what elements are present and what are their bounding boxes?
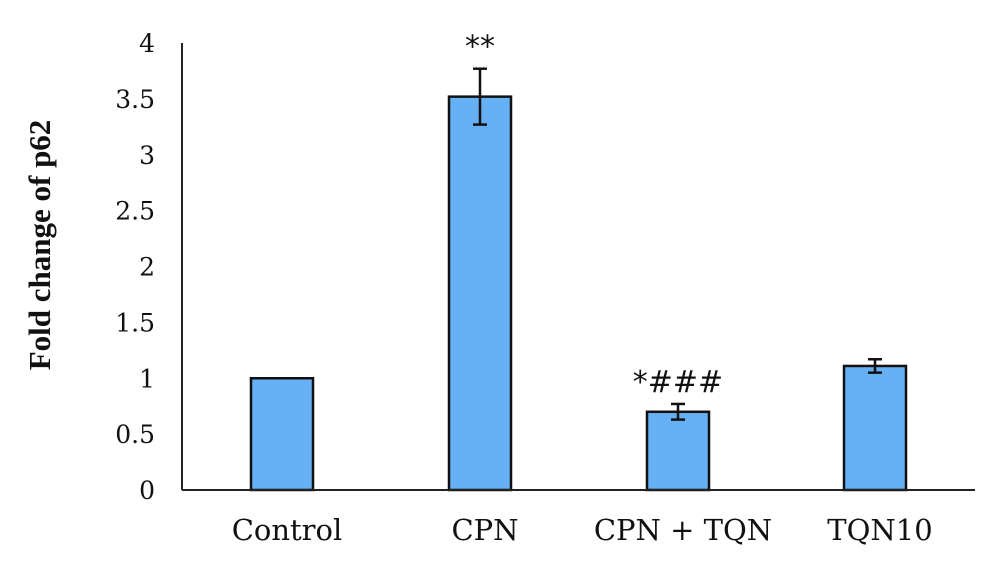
y-axis-title: Fold change of p62	[22, 120, 57, 371]
x-category-label: Control	[232, 513, 343, 547]
significance-label: *###	[633, 365, 723, 400]
x-category-label: TQN10	[827, 513, 932, 547]
x-category-label: CPN + TQN	[594, 513, 772, 547]
bar-tqn10	[842, 364, 908, 492]
y-tick-label: 1	[139, 364, 155, 393]
bars	[249, 95, 908, 492]
x-axis-category-labels: Control CPN CPN + TQN TQN10	[232, 513, 933, 547]
y-axis-tick-labels: 0 0.5 1 1.5 2 2.5 3 3.5 4	[115, 29, 155, 505]
y-tick-label: 3	[139, 141, 155, 170]
y-tick-label: 1.5	[115, 308, 155, 337]
x-category-label: CPN	[451, 513, 518, 547]
error-bars	[473, 67, 882, 421]
significance-annotations: ** *###	[465, 30, 723, 400]
y-tick-label: 4	[139, 29, 155, 58]
significance-label: **	[465, 30, 495, 65]
y-tick-label: 2.5	[115, 197, 155, 226]
y-tick-label: 0.5	[115, 420, 155, 449]
bar-cpn	[447, 95, 513, 492]
y-tick-label: 3.5	[115, 85, 155, 114]
y-tick-label: 2	[139, 253, 155, 282]
bar-cpn-tqn	[645, 410, 711, 492]
bar-control	[249, 377, 315, 492]
y-tick-label: 0	[139, 476, 155, 505]
